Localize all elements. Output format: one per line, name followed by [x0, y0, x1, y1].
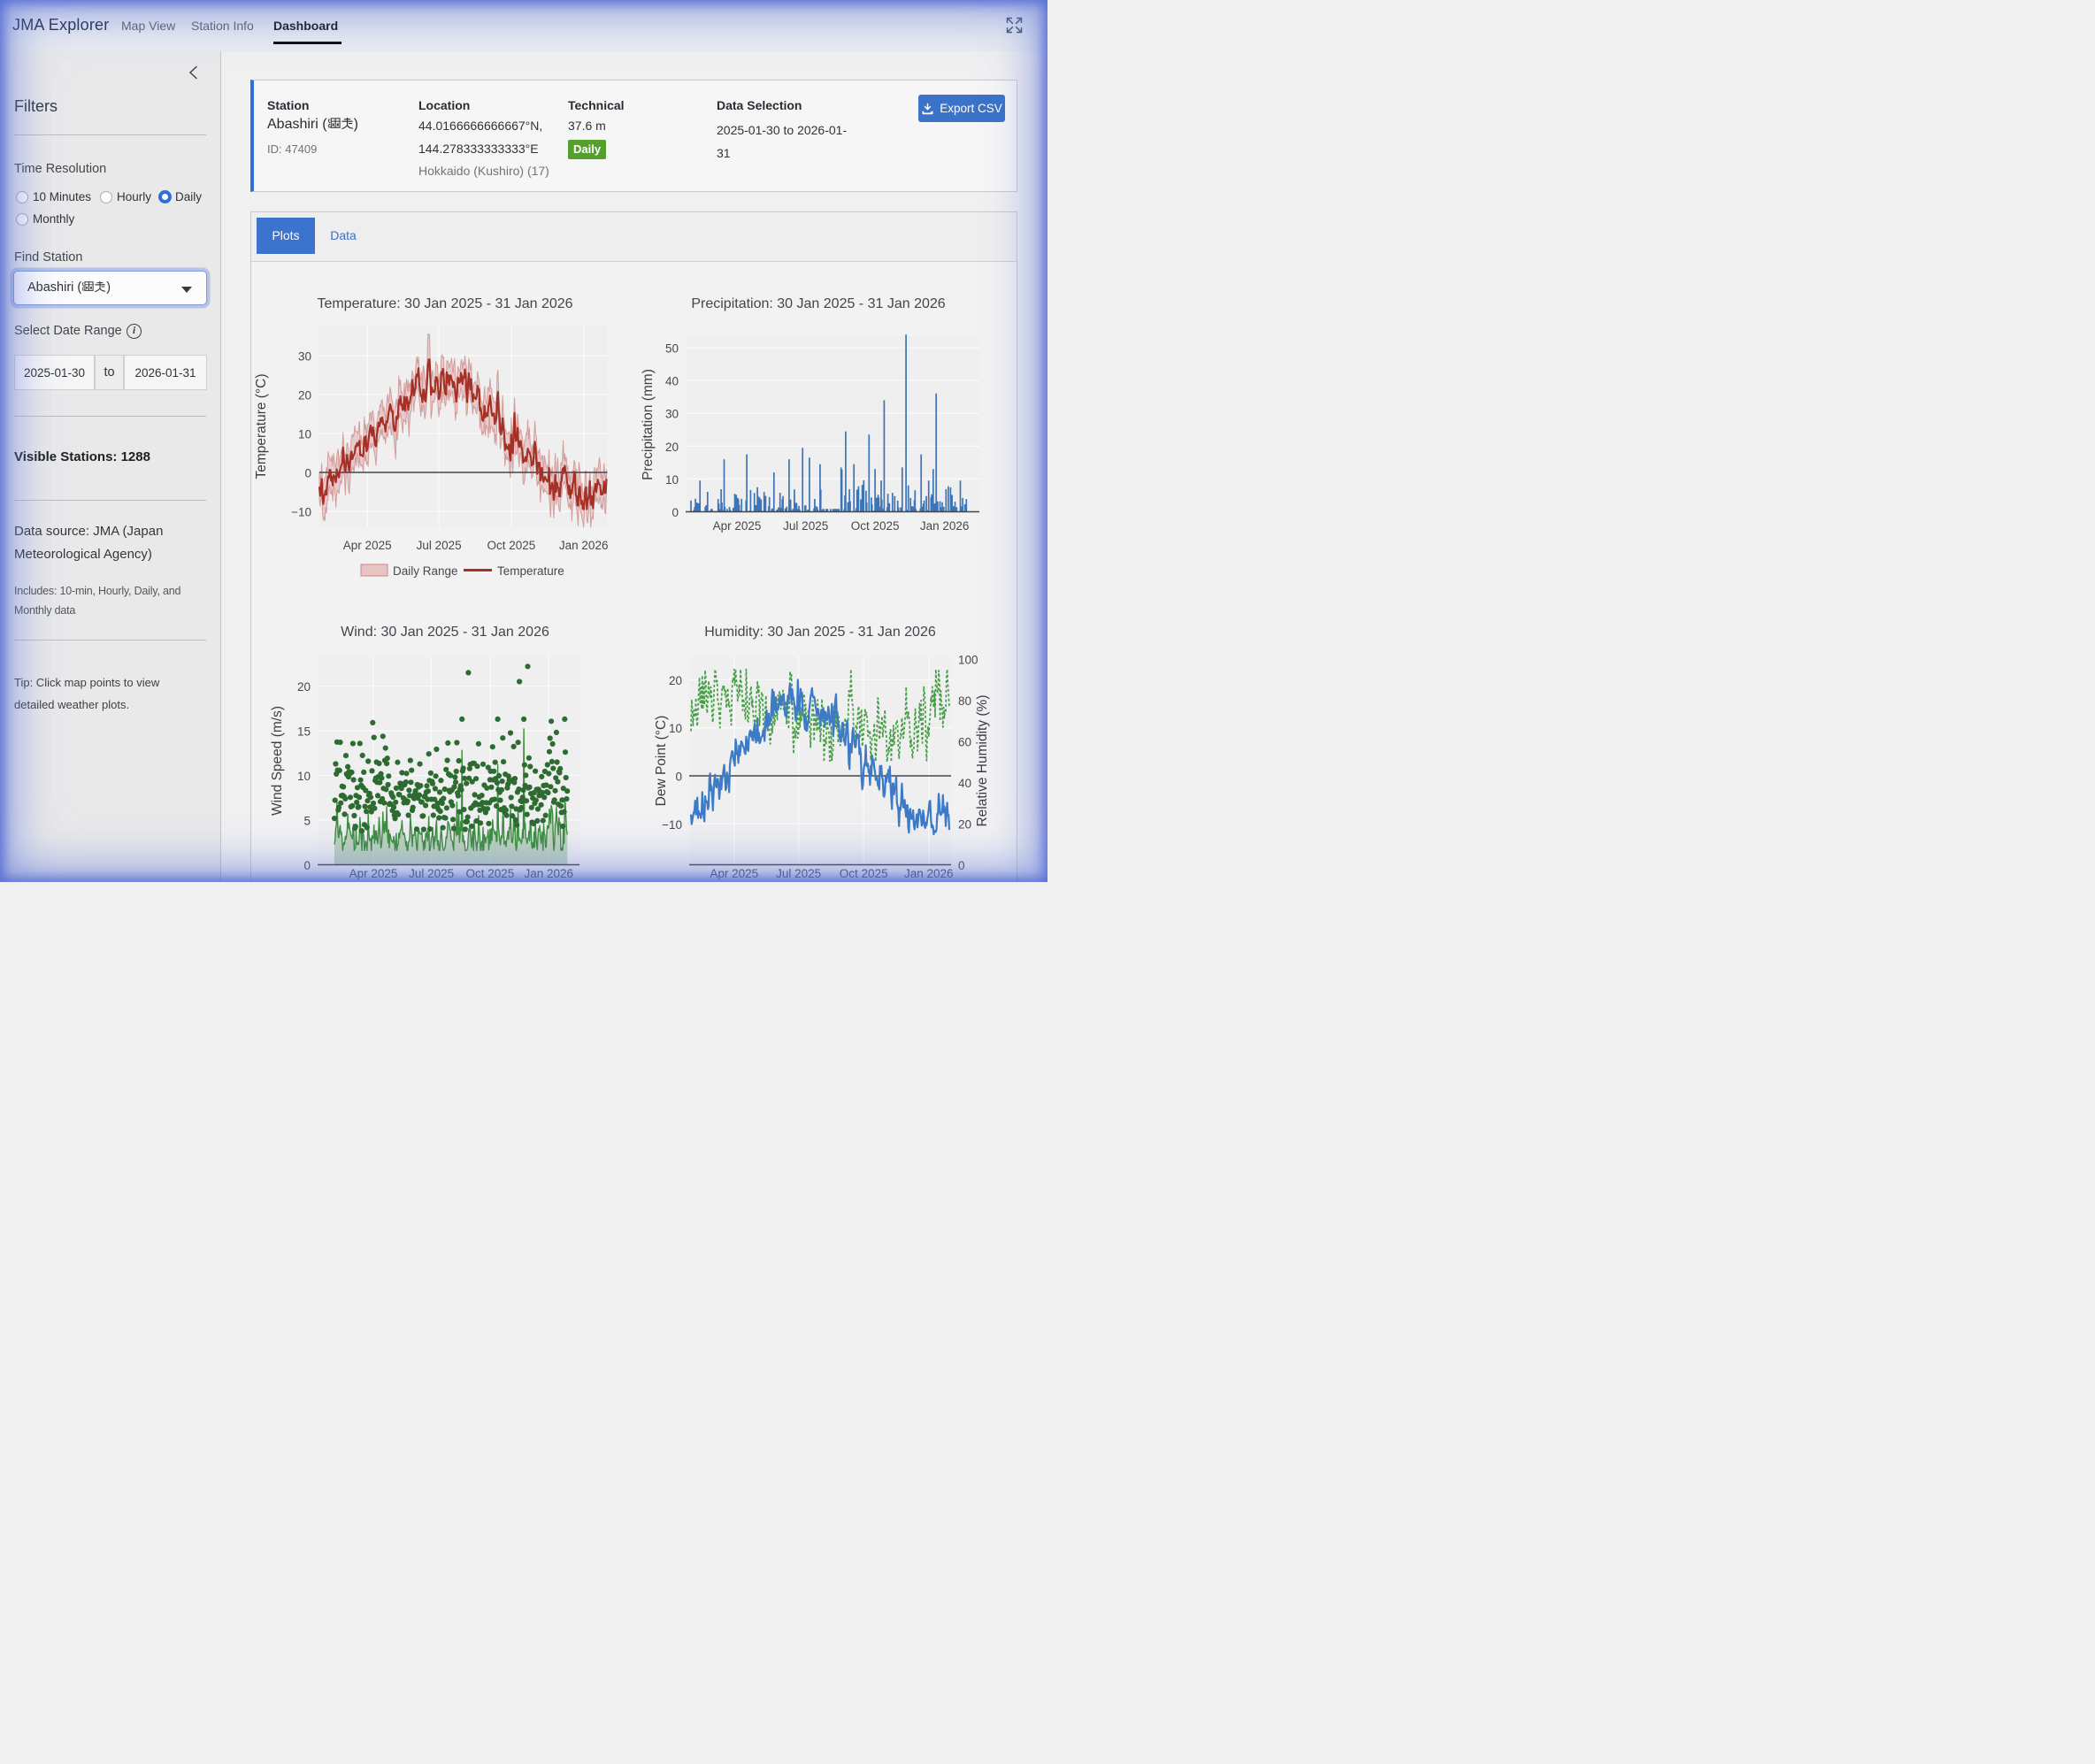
svg-text:Oct 2025: Oct 2025	[487, 539, 536, 552]
svg-text:30: 30	[665, 408, 679, 421]
svg-text:40: 40	[958, 777, 971, 790]
svg-text:Jul 2025: Jul 2025	[776, 867, 821, 880]
svg-text:Daily Range: Daily Range	[393, 564, 458, 578]
svg-text:Humidity: 30 Jan 2025 - 31 Jan: Humidity: 30 Jan 2025 - 31 Jan 2026	[704, 625, 936, 640]
svg-text:Oct 2025: Oct 2025	[466, 867, 515, 880]
svg-text:Jul 2025: Jul 2025	[783, 519, 828, 533]
svg-text:Jan 2026: Jan 2026	[920, 519, 970, 533]
svg-text:Oct 2025: Oct 2025	[851, 519, 900, 533]
svg-text:Apr 2025: Apr 2025	[349, 867, 398, 880]
svg-text:Relative Humidity (%): Relative Humidity (%)	[975, 694, 990, 826]
svg-text:Temperature: 30 Jan 2025 - 31: Temperature: 30 Jan 2025 - 31 Jan 2026	[317, 296, 572, 311]
svg-text:0: 0	[675, 771, 682, 784]
svg-text:10: 10	[298, 428, 311, 441]
svg-text:0: 0	[303, 859, 311, 872]
svg-text:Oct 2025: Oct 2025	[840, 867, 888, 880]
svg-text:0: 0	[671, 506, 679, 519]
svg-text:5: 5	[303, 815, 311, 828]
svg-text:0: 0	[304, 467, 311, 480]
svg-text:20: 20	[665, 441, 679, 454]
svg-text:50: 50	[665, 342, 679, 356]
svg-text:Jan 2026: Jan 2026	[904, 867, 954, 880]
svg-text:10: 10	[297, 770, 311, 783]
svg-text:60: 60	[958, 736, 971, 749]
svg-text:40: 40	[665, 375, 679, 388]
svg-text:10: 10	[665, 473, 679, 487]
svg-text:Apr 2025: Apr 2025	[713, 519, 762, 533]
svg-text:−10: −10	[662, 818, 682, 832]
svg-text:80: 80	[958, 694, 971, 708]
svg-text:20: 20	[297, 680, 311, 694]
svg-text:Jan 2026: Jan 2026	[525, 867, 574, 880]
svg-text:Dew Point (°C): Dew Point (°C)	[654, 716, 669, 807]
svg-text:20: 20	[958, 818, 971, 832]
svg-text:0: 0	[958, 859, 965, 872]
svg-text:20: 20	[669, 674, 682, 687]
svg-text:Precipitation (mm): Precipitation (mm)	[641, 369, 656, 480]
svg-text:100: 100	[958, 654, 978, 667]
svg-text:Apr 2025: Apr 2025	[710, 867, 758, 880]
svg-text:Jan 2026: Jan 2026	[559, 539, 609, 552]
svg-text:30: 30	[298, 350, 311, 364]
svg-text:−10: −10	[291, 506, 311, 519]
svg-text:15: 15	[297, 725, 311, 739]
svg-text:Precipitation: 30 Jan 2025 - 3: Precipitation: 30 Jan 2025 - 31 Jan 2026	[691, 296, 945, 311]
svg-text:Apr 2025: Apr 2025	[343, 539, 392, 552]
svg-text:Jul 2025: Jul 2025	[409, 867, 454, 880]
svg-text:Wind Speed (m/s): Wind Speed (m/s)	[270, 706, 285, 816]
svg-text:20: 20	[298, 389, 311, 403]
svg-text:10: 10	[669, 722, 682, 735]
svg-text:Jul 2025: Jul 2025	[417, 539, 462, 552]
svg-text:Temperature (°C): Temperature (°C)	[254, 373, 269, 479]
svg-text:Temperature: Temperature	[497, 564, 564, 578]
svg-text:Wind: 30 Jan 2025 - 31 Jan 202: Wind: 30 Jan 2025 - 31 Jan 2026	[341, 625, 549, 640]
